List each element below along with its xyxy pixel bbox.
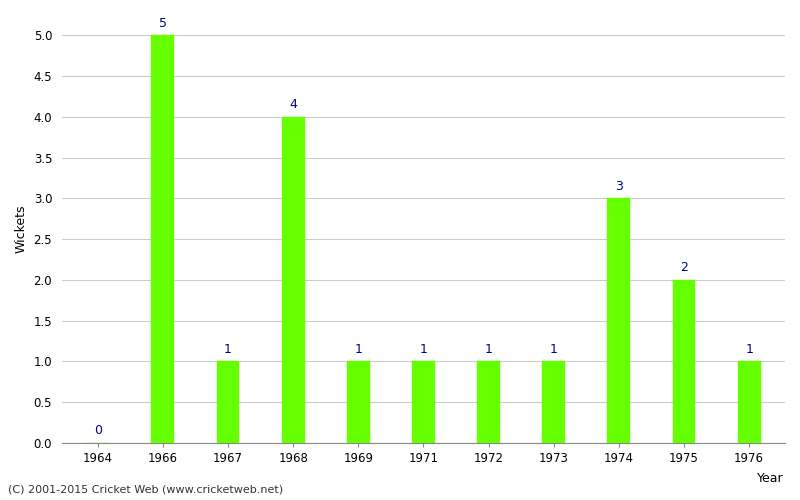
Text: 1: 1: [485, 342, 493, 355]
Bar: [477, 362, 500, 443]
Text: 1: 1: [746, 342, 753, 355]
Bar: [412, 362, 435, 443]
Bar: [738, 362, 761, 443]
Bar: [607, 198, 630, 443]
Text: (C) 2001-2015 Cricket Web (www.cricketweb.net): (C) 2001-2015 Cricket Web (www.cricketwe…: [8, 485, 283, 495]
Bar: [282, 117, 305, 443]
Text: 3: 3: [615, 180, 623, 192]
Text: 1: 1: [550, 342, 558, 355]
Text: 0: 0: [94, 424, 102, 438]
Bar: [673, 280, 695, 443]
Text: 1: 1: [419, 342, 427, 355]
Bar: [217, 362, 239, 443]
Text: 2: 2: [680, 261, 688, 274]
Text: Year: Year: [758, 472, 784, 486]
Text: 1: 1: [224, 342, 232, 355]
Text: 5: 5: [159, 16, 167, 30]
Bar: [151, 36, 174, 443]
Y-axis label: Wickets: Wickets: [15, 204, 28, 253]
Text: 1: 1: [354, 342, 362, 355]
Bar: [542, 362, 565, 443]
Text: 4: 4: [290, 98, 297, 111]
Bar: [347, 362, 370, 443]
